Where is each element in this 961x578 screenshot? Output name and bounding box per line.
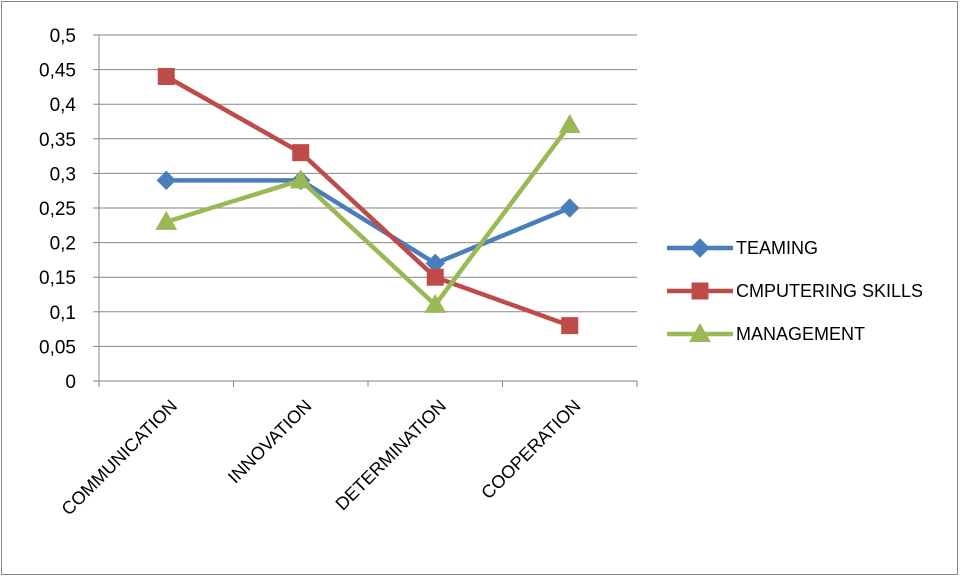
legend-label: MANAGEMENT [736, 324, 865, 344]
legend-label: CMPUTERING SKILLS [736, 281, 923, 301]
legend-marker [691, 282, 709, 300]
y-tick-label: 0,1 [50, 303, 76, 324]
data-point [558, 113, 581, 133]
legend-marker [690, 238, 710, 258]
y-tick-labels: 0 0,05 0,1 0,15 0,2 0,25 0,3 0,35 0,4 0,45 0,5 [39, 26, 76, 393]
series-line [164, 178, 572, 266]
data-point [155, 210, 178, 230]
data-point [156, 170, 176, 191]
y-tick-label: 0,05 [39, 337, 76, 358]
series-0 [156, 170, 580, 274]
data-point [157, 68, 175, 86]
legend-entry: CMPUTERING SKILLS [667, 281, 923, 301]
x-tick-label: DETERMINATION [332, 396, 451, 515]
data-point [561, 317, 579, 335]
y-tick-label: 0,15 [39, 268, 76, 289]
axes [93, 34, 638, 387]
legend-label: TEAMING [736, 238, 818, 258]
legend-entry: MANAGEMENT [667, 322, 865, 344]
series-group [155, 68, 581, 335]
y-tick-label: 0,4 [50, 95, 77, 116]
data-point [560, 198, 580, 218]
legend-entry: TEAMING [667, 238, 818, 258]
series-2 [155, 113, 581, 313]
x-tick-label: INNOVATION [224, 396, 315, 487]
data-point [289, 169, 312, 189]
series-1 [157, 68, 579, 335]
legend-marker [689, 322, 711, 342]
legend: TEAMING CMPUTERING SKILLS MANAGEMENT [667, 238, 923, 344]
y-tick-label: 0,5 [50, 26, 76, 47]
series-line [164, 122, 572, 308]
y-tick-label: 0,25 [39, 199, 76, 220]
y-tick-label: 0,45 [39, 61, 76, 82]
gridlines [99, 34, 637, 347]
x-tick-label: COMMUNICATION [58, 396, 182, 520]
x-tick-labels: COMMUNICATION INNOVATION DETERMINATION COOP… [58, 396, 585, 520]
data-point [292, 144, 310, 162]
x-tick-label: COOPERATION [477, 396, 584, 503]
data-point [424, 293, 447, 313]
y-tick-label: 0,35 [39, 130, 76, 151]
y-tick-label: 0,2 [50, 234, 76, 255]
y-tick-label: 0,3 [50, 164, 76, 185]
data-point [426, 268, 444, 286]
y-tick-label: 0 [65, 372, 76, 393]
series-line [164, 74, 572, 328]
